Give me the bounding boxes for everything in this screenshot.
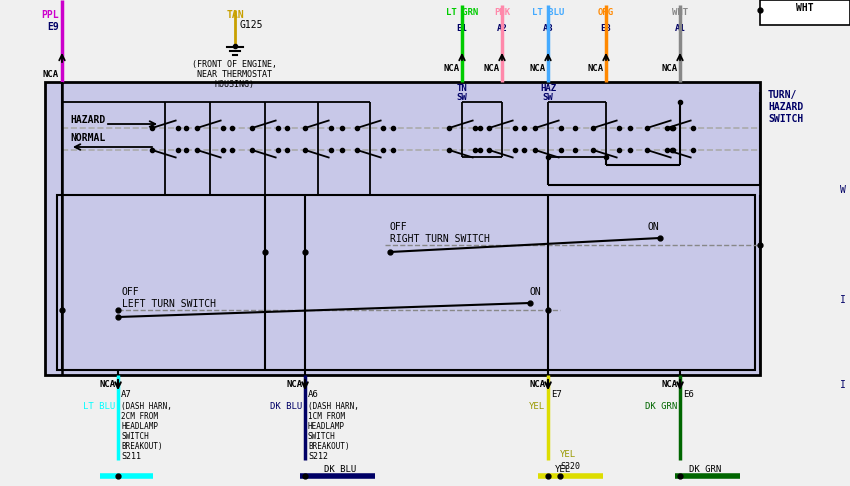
Text: ON: ON: [530, 287, 541, 297]
Text: E6: E6: [683, 390, 694, 399]
Text: DK GRN: DK GRN: [688, 465, 721, 474]
Text: BREAKOUT): BREAKOUT): [121, 442, 162, 451]
Text: I: I: [840, 380, 846, 390]
Bar: [0, 0, 850, 82]
Text: NCA: NCA: [286, 380, 303, 389]
Text: WHT: WHT: [796, 3, 813, 13]
Text: 2CM FROM: 2CM FROM: [121, 412, 158, 421]
Text: ORG: ORG: [598, 8, 614, 17]
Text: HAZ: HAZ: [540, 84, 556, 93]
Text: SW: SW: [542, 93, 553, 102]
Text: SWITCH: SWITCH: [308, 432, 336, 441]
Text: (DASH HARN,: (DASH HARN,: [121, 402, 172, 411]
Text: LT BLU: LT BLU: [532, 8, 564, 17]
Text: TAN: TAN: [226, 10, 244, 20]
Text: NCA: NCA: [662, 380, 678, 389]
Text: 1CM FROM: 1CM FROM: [308, 412, 345, 421]
Text: LT BLU: LT BLU: [82, 402, 115, 411]
Bar: [57, 195, 755, 370]
Text: W: W: [840, 185, 846, 195]
Text: SWITCH: SWITCH: [121, 432, 149, 441]
Text: WHT: WHT: [672, 8, 688, 17]
Text: PPL: PPL: [42, 10, 59, 20]
Text: LEFT TURN SWITCH: LEFT TURN SWITCH: [122, 299, 216, 309]
Text: YEL: YEL: [560, 450, 576, 459]
Text: NCA: NCA: [484, 64, 500, 73]
Text: SWITCH: SWITCH: [768, 114, 803, 124]
Text: E9: E9: [48, 22, 59, 32]
Text: S211: S211: [121, 452, 141, 461]
Text: HAZARD: HAZARD: [768, 102, 803, 112]
Text: A7: A7: [121, 390, 132, 399]
Text: A6: A6: [308, 390, 319, 399]
Text: NORMAL: NORMAL: [70, 133, 105, 143]
Text: TN: TN: [456, 84, 468, 93]
Text: S320: S320: [560, 462, 580, 471]
Text: YEL: YEL: [555, 465, 571, 474]
Bar: [0, 375, 850, 486]
Text: NCA: NCA: [530, 64, 546, 73]
Text: BREAKOUT): BREAKOUT): [308, 442, 349, 451]
Text: E8: E8: [601, 24, 611, 33]
Text: E1: E1: [456, 24, 468, 33]
Text: RIGHT TURN SWITCH: RIGHT TURN SWITCH: [390, 234, 490, 244]
Text: (FRONT OF ENGINE,: (FRONT OF ENGINE,: [192, 60, 277, 69]
Text: DK BLU: DK BLU: [324, 465, 356, 474]
Text: HEADLAMP: HEADLAMP: [121, 422, 158, 431]
Text: NCA: NCA: [100, 380, 116, 389]
Text: NCA: NCA: [444, 64, 460, 73]
Text: NCA: NCA: [530, 380, 546, 389]
Text: HAZARD: HAZARD: [70, 115, 105, 125]
Bar: [760, 0, 850, 486]
Text: A1: A1: [675, 24, 685, 33]
Text: OFF: OFF: [390, 222, 408, 232]
Text: YEL: YEL: [529, 402, 545, 411]
Text: NCA: NCA: [662, 64, 678, 73]
Text: OFF: OFF: [122, 287, 139, 297]
Text: ON: ON: [648, 222, 660, 232]
Text: I: I: [840, 295, 846, 305]
Text: S212: S212: [308, 452, 328, 461]
Text: TURN/: TURN/: [768, 90, 797, 100]
Text: DK GRN: DK GRN: [645, 402, 677, 411]
Text: G125: G125: [240, 20, 264, 30]
Text: DK BLU: DK BLU: [269, 402, 302, 411]
Text: HEADLAMP: HEADLAMP: [308, 422, 345, 431]
Text: HOUSING): HOUSING): [215, 80, 255, 89]
Text: LT GRN: LT GRN: [446, 8, 478, 17]
Bar: [45, 82, 760, 375]
Text: PNK: PNK: [494, 8, 510, 17]
Text: NEAR THERMOSTAT: NEAR THERMOSTAT: [197, 70, 273, 79]
Text: (DASH HARN,: (DASH HARN,: [308, 402, 359, 411]
Text: NCA: NCA: [42, 70, 59, 79]
Text: SW: SW: [456, 93, 468, 102]
Bar: [760, 0, 850, 25]
Text: NCA: NCA: [588, 64, 604, 73]
Text: A2: A2: [496, 24, 507, 33]
Text: E7: E7: [551, 390, 562, 399]
Text: A3: A3: [542, 24, 553, 33]
